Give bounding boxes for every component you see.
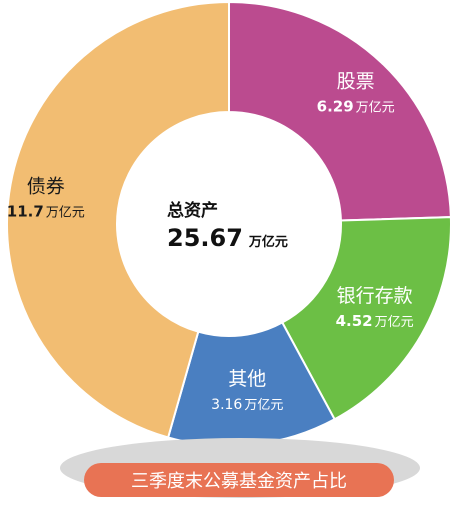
slice-name-label: 股票 xyxy=(337,70,375,92)
slices-layer xyxy=(6,0,452,447)
center-label-group: 总资产 25.67 万亿元 xyxy=(167,200,288,252)
center-title: 总资产 xyxy=(167,200,218,221)
slice-value-label: 11.7 万亿元 xyxy=(7,202,85,220)
slice-name-label: 债券 xyxy=(27,175,65,197)
chart-title-banner: 三季度末公募基金资产占比 xyxy=(60,438,420,498)
slice-value-label: 6.29 万亿元 xyxy=(317,97,395,115)
slice-value-label: 3.16 万亿元 xyxy=(211,397,283,413)
slice-name-label: 银行存款 xyxy=(337,285,413,307)
slice-name-label: 其他 xyxy=(228,368,266,390)
slice-value-label: 4.52 万亿元 xyxy=(336,312,414,330)
chart-title: 三季度末公募基金资产占比 xyxy=(131,471,347,492)
center-total: 25.67 万亿元 xyxy=(167,224,288,252)
title-banner xyxy=(84,463,394,497)
center-hole xyxy=(117,112,341,336)
